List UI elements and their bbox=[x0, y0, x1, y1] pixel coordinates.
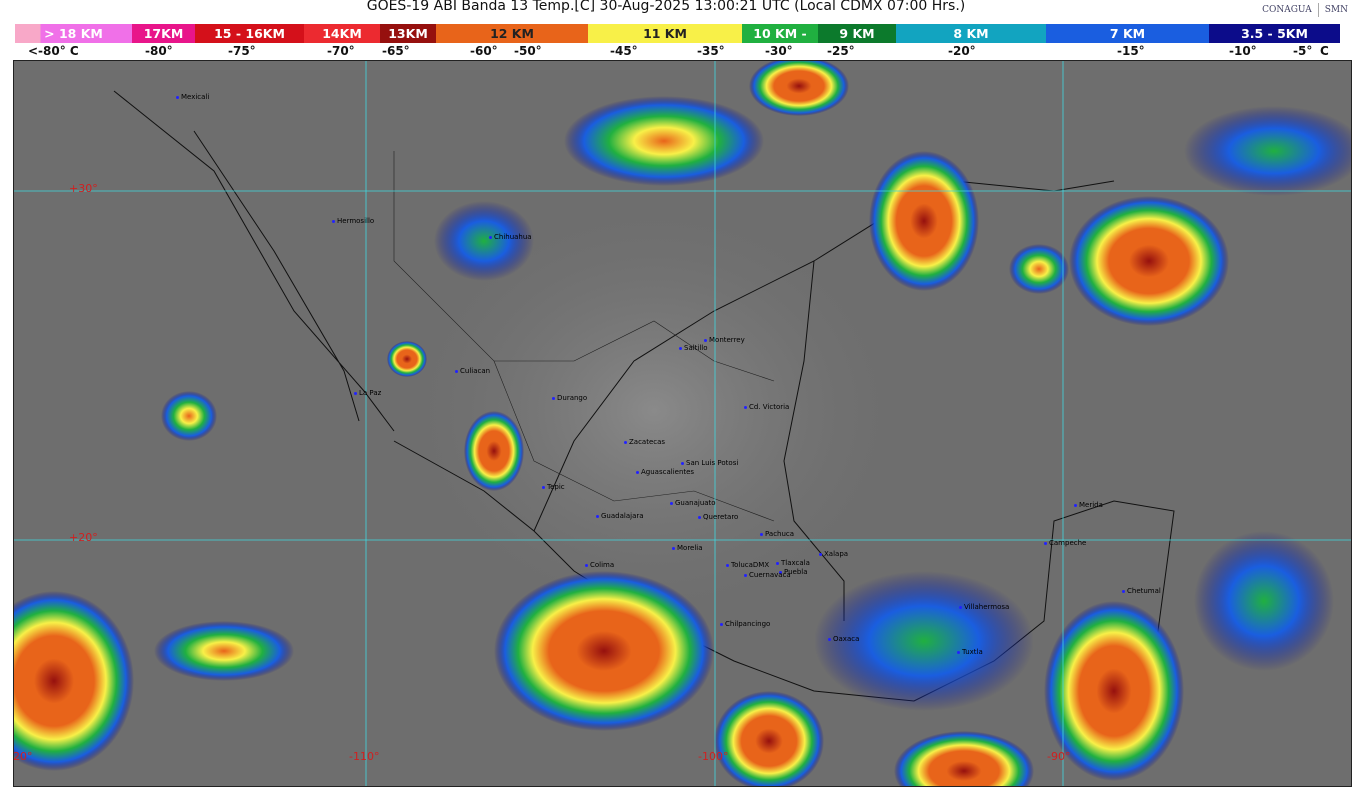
city-label: Puebla bbox=[779, 568, 808, 576]
city-label: Campeche bbox=[1044, 539, 1086, 547]
land-region bbox=[394, 191, 914, 631]
city-label: Oaxaca bbox=[828, 635, 859, 643]
city-label: Culiacan bbox=[455, 367, 490, 375]
legend-segment: 13KM bbox=[380, 24, 436, 43]
city-label: San Luis Potosi bbox=[681, 459, 738, 467]
lon-label-100: -100° bbox=[698, 750, 729, 763]
city-label: Durango bbox=[552, 394, 587, 402]
city-label: Mexicali bbox=[176, 93, 209, 101]
legend-segment: 12 KM bbox=[436, 24, 588, 43]
temp-label: -60° bbox=[470, 44, 498, 58]
conagua-logo: CONAGUA bbox=[1262, 5, 1312, 15]
city-label: Monterrey bbox=[704, 336, 745, 344]
state-borders bbox=[393, 151, 775, 522]
city-label: Cuernavaca bbox=[744, 571, 791, 579]
city-label: Guadalajara bbox=[596, 512, 644, 520]
image-title: GOES-19 ABI Banda 13 Temp.[C] 30-Aug-202… bbox=[366, 0, 966, 14]
temp-label: -70° bbox=[327, 44, 355, 58]
temp-label: -10° bbox=[1229, 44, 1257, 58]
map-layer bbox=[14, 61, 1351, 786]
temp-label: C bbox=[1320, 44, 1329, 58]
logos: CONAGUA SMN bbox=[1262, 3, 1348, 17]
city-label: Zacatecas bbox=[624, 438, 665, 446]
city-label: Colima bbox=[585, 561, 614, 569]
city-label: Tepic bbox=[542, 483, 565, 491]
lon-label-120: -120° bbox=[13, 750, 33, 763]
city-label: Saltillo bbox=[679, 344, 708, 352]
temp-label: -5° bbox=[1293, 44, 1313, 58]
smn-logo: SMN bbox=[1324, 5, 1348, 15]
legend-segment: > 18 KM bbox=[15, 24, 132, 43]
temp-label: -80° bbox=[145, 44, 173, 58]
legend-segment: 11 KM bbox=[588, 24, 742, 43]
temp-label: -20° bbox=[948, 44, 976, 58]
city-label: La Paz bbox=[354, 389, 381, 397]
lon-label-90: -90° bbox=[1047, 750, 1071, 763]
temp-label: -45° bbox=[610, 44, 638, 58]
temp-label: -25° bbox=[827, 44, 855, 58]
legend-segment: 9 KM bbox=[818, 24, 896, 43]
city-label: Chihuahua bbox=[489, 233, 532, 241]
color-scale-legend: > 18 KM 17KM 15 - 16KM 14KM 13KM 12 KM 11 KM 10… bbox=[15, 24, 1340, 43]
city-label: Cd. Victoria bbox=[744, 403, 789, 411]
lat-lon-grid bbox=[14, 61, 1351, 786]
legend-segment: 10 KM - bbox=[742, 24, 818, 43]
legend-segment: 3.5 - 5KM bbox=[1209, 24, 1340, 43]
city-label: Villahermosa bbox=[959, 603, 1009, 611]
temp-label: -75° bbox=[228, 44, 256, 58]
city-label: Aguascalientes bbox=[636, 468, 694, 476]
city-label: Chilpancingo bbox=[720, 620, 770, 628]
city-label: Merida bbox=[1074, 501, 1103, 509]
legend-segment: 14KM bbox=[304, 24, 380, 43]
legend-segment: 8 KM bbox=[896, 24, 1046, 43]
legend-segment: 15 - 16KM bbox=[195, 24, 304, 43]
city-label: Tuxtla bbox=[957, 648, 983, 656]
city-label: Tlaxcala bbox=[776, 559, 810, 567]
temp-label: -35° bbox=[697, 44, 725, 58]
temp-label: -50° bbox=[514, 44, 542, 58]
city-label: Hermosillo bbox=[332, 217, 374, 225]
city-label: Queretaro bbox=[698, 513, 738, 521]
legend-segment: 7 KM bbox=[1046, 24, 1209, 43]
city-label: Xalapa bbox=[819, 550, 848, 558]
city-label: Chetumal bbox=[1122, 587, 1161, 595]
lat-label-20: +20° bbox=[69, 531, 98, 544]
lon-label-110: -110° bbox=[349, 750, 380, 763]
lat-label-30: +30° bbox=[69, 182, 98, 195]
city-label: Pachuca bbox=[760, 530, 794, 538]
legend-segment: 17KM bbox=[132, 24, 195, 43]
temp-label: <-80° C bbox=[28, 44, 79, 58]
temp-label: -65° bbox=[382, 44, 410, 58]
city-label: Morelia bbox=[672, 544, 703, 552]
city-label: TolucaDMX bbox=[726, 561, 769, 569]
divider bbox=[1317, 3, 1319, 17]
satellite-map: +30° +20° -120° -110° -100° -90° Mexical… bbox=[13, 60, 1352, 787]
city-label: Guanajuato bbox=[670, 499, 716, 507]
temp-label: -30° bbox=[765, 44, 793, 58]
temp-label: -15° bbox=[1117, 44, 1145, 58]
cloud-tops bbox=[14, 61, 1351, 786]
